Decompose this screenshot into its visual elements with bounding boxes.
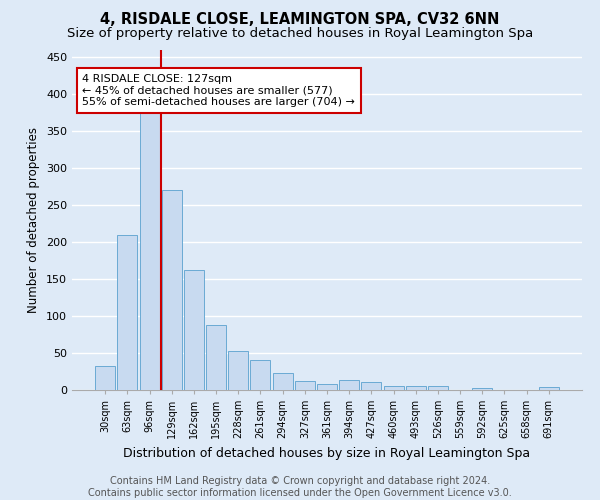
Y-axis label: Number of detached properties: Number of detached properties (28, 127, 40, 313)
Bar (361, 382, 382, 390)
Bar (162, 190, 182, 390)
Text: Size of property relative to detached houses in Royal Leamington Spa: Size of property relative to detached ho… (67, 28, 533, 40)
Text: Contains HM Land Registry data © Crown copyright and database right 2024.
Contai: Contains HM Land Registry data © Crown c… (88, 476, 512, 498)
Text: 4 RISDALE CLOSE: 127sqm
← 45% of detached houses are smaller (577)
55% of semi-d: 4 RISDALE CLOSE: 127sqm ← 45% of detache… (82, 74, 355, 107)
Bar (295, 381, 315, 390)
Bar (428, 386, 448, 390)
Bar (250, 360, 271, 390)
Bar (95, 366, 115, 390)
Bar (206, 325, 226, 390)
Bar (140, 113, 160, 390)
Bar (184, 270, 204, 390)
Bar (272, 373, 293, 390)
Bar (317, 384, 337, 390)
Bar (472, 388, 492, 390)
Text: 4, RISDALE CLOSE, LEAMINGTON SPA, CV32 6NN: 4, RISDALE CLOSE, LEAMINGTON SPA, CV32 6… (100, 12, 500, 28)
Bar (383, 386, 404, 390)
Bar (118, 235, 137, 390)
Bar (406, 386, 426, 390)
X-axis label: Distribution of detached houses by size in Royal Leamington Spa: Distribution of detached houses by size … (124, 446, 530, 460)
Bar (539, 387, 559, 390)
Bar (339, 380, 359, 390)
Bar (228, 351, 248, 390)
